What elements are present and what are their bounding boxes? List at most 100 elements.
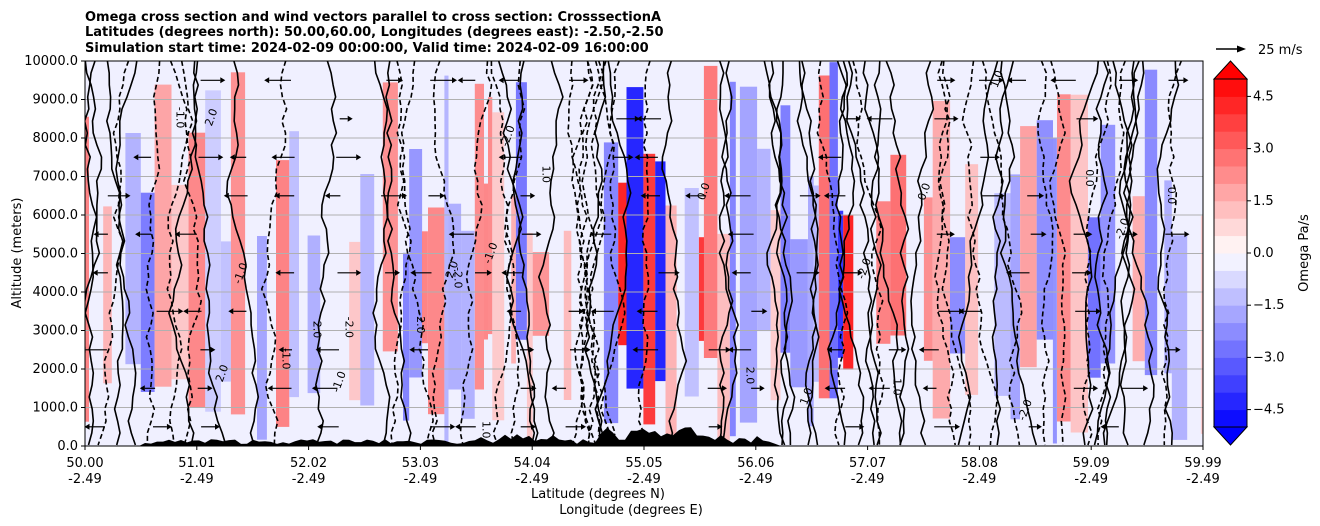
wind-vector-head-112 [498, 77, 504, 84]
wind-vector-head-40 [178, 308, 184, 315]
omega-band-4 [154, 84, 172, 387]
wind-vector-head-63 [1086, 269, 1092, 276]
omega-band-36 [643, 153, 656, 425]
wind-vector-head-102 [636, 115, 642, 122]
wind-vector-head-0 [85, 423, 90, 430]
wind-vector-head-108 [264, 77, 270, 84]
chart-title: Omega cross section and wind vectors par… [85, 10, 664, 56]
wind-vector-head-114 [950, 77, 956, 84]
wind-vector-head-1 [166, 423, 172, 430]
contour-label-18: 2.0 [213, 363, 231, 384]
omega-band-56 [890, 154, 907, 336]
colorbar-level-4 [1214, 340, 1247, 358]
wind-vector-head-110 [452, 77, 457, 84]
contour-line-67 [852, 61, 885, 446]
x-tick-lon-2: -2.49 [292, 472, 326, 487]
omega-band-25 [484, 183, 488, 340]
omega-band-69 [1100, 124, 1116, 364]
x-tick-lat-3: 53.03 [402, 456, 439, 471]
wind-vector-head-29 [315, 346, 321, 353]
colorbar-level-7 [1214, 287, 1247, 306]
wind-vector-head-77 [223, 192, 229, 199]
colorbar-tick-label-2: 1.5 [1253, 194, 1274, 209]
wind-vector-head-118 [1133, 77, 1139, 84]
contour-line-54 [1156, 61, 1180, 446]
title-line-3: Simulation start time: 2024-02-09 00:00:… [85, 41, 649, 56]
contour-label-19: 0.0 [915, 181, 933, 202]
omega-band-71 [1144, 69, 1158, 376]
wind-vector-head-83 [640, 192, 646, 199]
wind-vector-head-84 [685, 192, 691, 199]
wind-vector-head-13 [139, 385, 145, 392]
contour-line-13 [166, 61, 194, 446]
contour-line-66 [862, 61, 882, 446]
wind-vector-head-65 [135, 231, 141, 238]
colorbar-level-16 [1214, 131, 1247, 150]
wind-vector-head-95 [498, 154, 504, 161]
contour-line-40 [885, 61, 910, 446]
contour-label-13: 0.0 [1083, 169, 1096, 187]
wind-vector-head-25 [1143, 385, 1149, 392]
wind-vector-head-38 [918, 346, 924, 353]
contour-line-3 [1049, 61, 1067, 446]
y-tick-label-7: 7000.0 [33, 170, 79, 185]
wind-vector-head-30 [409, 346, 415, 353]
wind-vector-head-39 [1175, 346, 1181, 353]
colorbar-label: Omega Pa/s [1297, 214, 1312, 292]
wind-vector-head-53 [356, 269, 362, 276]
omega-band-38 [665, 205, 677, 443]
contour-label-21: 2.0 [743, 367, 756, 385]
wind-vector-head-58 [674, 269, 680, 276]
colorbar-level-9 [1214, 253, 1247, 271]
wind-vector-head-62 [1006, 269, 1012, 276]
wind-vector-head-91 [218, 154, 224, 161]
wind-vectors [85, 77, 1190, 430]
x-tick-lat-2: 52.02 [290, 456, 327, 471]
colorbar-tick-label-6: −4.5 [1253, 403, 1285, 418]
quiver-key: 25 m/s [1216, 43, 1303, 58]
omega-band-30 [526, 232, 533, 442]
omega-band-51 [818, 75, 830, 399]
colorbar-level-5 [1214, 322, 1247, 341]
omega-band-15 [360, 174, 375, 406]
contour-label-6: 0.0 [1165, 187, 1178, 205]
wind-vector-head-93 [271, 154, 277, 161]
wind-vector-head-15 [267, 385, 273, 392]
wind-vector-head-4 [450, 423, 456, 430]
contour-line-31 [957, 61, 999, 446]
wind-vector-head-79 [324, 192, 330, 199]
omega-band-20 [428, 207, 445, 415]
x-tick-lat-8: 58.08 [961, 456, 998, 471]
wind-vector-head-32 [585, 346, 591, 353]
colorbar-level-10 [1214, 235, 1247, 254]
wind-vector-head-47 [762, 308, 768, 315]
omega-band-58 [932, 100, 951, 419]
x-tick-lon-6: -2.49 [739, 472, 773, 487]
wind-vector-head-69 [589, 231, 595, 238]
y-tick-label-0: 0.0 [57, 439, 78, 454]
contour-line-17 [537, 61, 564, 446]
colorbar-level-6 [1214, 305, 1247, 324]
colorbar-level-2 [1214, 374, 1247, 393]
wind-vector-head-60 [814, 269, 820, 276]
omega-band-21 [444, 75, 449, 446]
contour-line-39 [576, 61, 600, 446]
contour-line-43 [873, 61, 903, 446]
omega-shading [85, 62, 1203, 446]
contour-line-65 [798, 61, 820, 446]
omega-band-57 [923, 197, 933, 361]
contour-line-9 [583, 61, 607, 446]
contour-line-33 [390, 61, 416, 446]
terrain-silhouette [85, 427, 1203, 446]
contour-line-25 [910, 61, 935, 446]
x-tick-lon-7: -2.49 [851, 472, 885, 487]
wind-vector-head-7 [581, 423, 586, 430]
colorbar-extend-min [1212, 426, 1249, 446]
omega-band-63 [1020, 126, 1037, 368]
omega-band-40 [698, 237, 704, 341]
wind-vector-head-57 [501, 269, 507, 276]
contour-line-29 [961, 61, 999, 446]
contour-label-0: 1.0 [479, 421, 492, 439]
wind-vector-head-20 [759, 385, 765, 392]
